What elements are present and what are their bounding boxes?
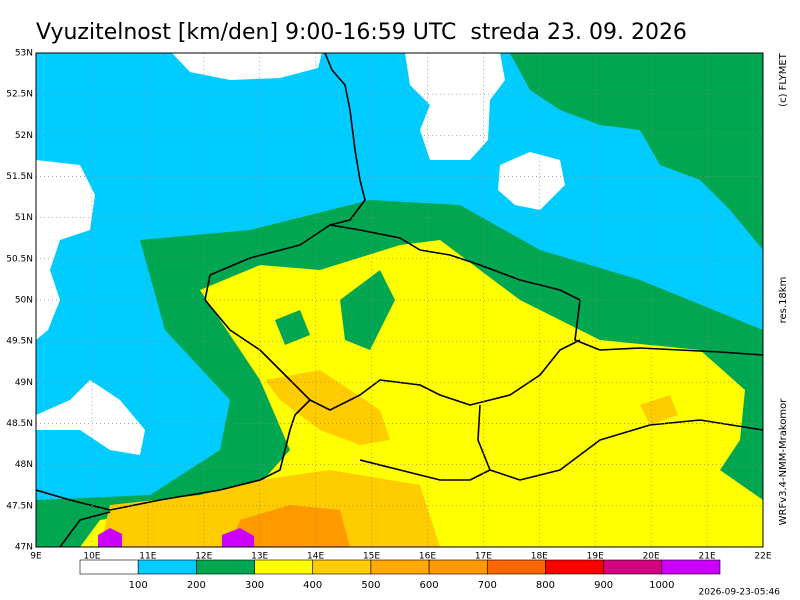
legend-swatch — [370, 559, 430, 575]
legend-label: 400 — [303, 580, 322, 591]
legend-swatch — [312, 559, 372, 575]
lat-label: 47.5N — [6, 501, 33, 511]
lon-label: 12E — [195, 552, 212, 562]
field-white — [36, 160, 95, 340]
legend-label: 700 — [478, 580, 497, 591]
resolution: res.18km — [778, 277, 789, 324]
border — [36, 399, 311, 511]
legend-swatch — [137, 559, 197, 575]
field-orange — [100, 470, 440, 547]
legend-swatch — [428, 559, 488, 575]
credits: (c) FLYMET — [778, 52, 789, 107]
lat-label: 47N — [15, 543, 33, 553]
legend-label: 900 — [594, 580, 613, 591]
field-green — [340, 270, 395, 350]
lon-label: 11E — [139, 552, 156, 562]
legend-swatch — [603, 559, 663, 575]
lon-label: 13E — [251, 552, 268, 562]
lat-label: 53N — [15, 49, 33, 59]
lon-label: 16E — [419, 552, 436, 562]
lon-label: 9E — [30, 552, 42, 562]
field-green — [510, 53, 763, 250]
lat-label: 49N — [15, 378, 33, 388]
legend-label: 300 — [245, 580, 264, 591]
border — [359, 459, 491, 481]
legend-label: 1000 — [649, 580, 674, 591]
legend-swatch — [254, 559, 314, 575]
lat-label: 48.5N — [6, 419, 33, 429]
field-green — [275, 310, 310, 345]
lon-label: 18E — [531, 552, 548, 562]
legend-label: 800 — [536, 580, 555, 591]
lon-label: 20E — [643, 552, 660, 562]
legend-swatch — [79, 559, 139, 575]
field-yellow — [80, 240, 763, 547]
legend-label: 500 — [361, 580, 380, 591]
lon-label: 22E — [754, 552, 771, 562]
field-orange — [265, 370, 390, 445]
border — [204, 274, 581, 411]
lon-label: 19E — [587, 552, 604, 562]
border — [477, 404, 763, 481]
field-white — [172, 53, 322, 80]
field-dark-orange — [230, 505, 350, 547]
lat-label: 52N — [15, 131, 33, 141]
map-field — [36, 53, 763, 547]
field-orange — [640, 395, 678, 425]
lat-label: 50N — [15, 296, 33, 306]
lat-label: 52.5N — [6, 90, 33, 100]
map-frame — [35, 52, 764, 548]
model: WRFv3.4-NMM-Mrakomor — [778, 398, 789, 526]
field-magenta — [98, 528, 122, 547]
lat-label: 51N — [15, 213, 33, 223]
map-title: Vyuzitelnost [km/den] 9:00-16:59 UTC str… — [36, 20, 687, 45]
lon-label: 21E — [699, 552, 716, 562]
lon-label: 10E — [83, 552, 100, 562]
legend-swatch — [545, 559, 604, 575]
border — [209, 224, 763, 356]
field-white — [498, 152, 565, 210]
field-magenta — [222, 528, 254, 547]
legend-swatch — [661, 559, 721, 575]
lat-label: 51.5N — [6, 172, 33, 182]
lat-label: 50.5N — [6, 254, 33, 264]
lon-label: 14E — [307, 552, 324, 562]
legend-swatch — [196, 559, 255, 575]
border — [324, 53, 366, 226]
border — [59, 511, 111, 547]
legend-label: 100 — [129, 580, 148, 591]
lat-label: 48N — [15, 460, 33, 470]
lon-label: 15E — [363, 552, 380, 562]
legend-label: 200 — [187, 580, 206, 591]
timestamp: 2026-09-23-05:46 — [699, 588, 781, 598]
lon-label: 17E — [475, 552, 492, 562]
field-white — [405, 53, 505, 160]
field-white — [36, 380, 145, 455]
legend-swatch — [486, 559, 546, 575]
lat-label: 49.5N — [6, 337, 33, 347]
legend-label: 600 — [420, 580, 439, 591]
